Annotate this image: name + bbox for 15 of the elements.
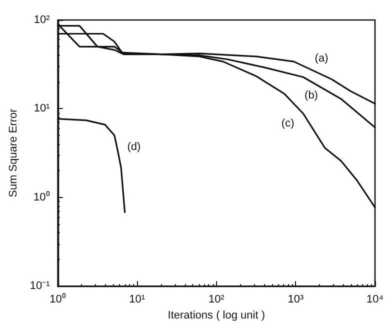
x-tick-label: 10⁴ — [366, 294, 384, 306]
x-tick-label: 10⁰ — [50, 292, 66, 306]
y-tick-label: 10² — [34, 14, 50, 26]
y-axis-title: Sum Square Error — [8, 108, 20, 198]
series-label: (c) — [281, 118, 294, 130]
y-tick-label: 10¹ — [34, 102, 50, 115]
y-tick-label: 10⁻¹ — [30, 280, 50, 292]
series-label: (a) — [314, 52, 328, 65]
series-label: (b) — [304, 90, 318, 102]
y-tick-label: 10⁰ — [34, 190, 50, 204]
x-tick-label: 10³ — [288, 294, 304, 306]
x-tick-label: 10² — [208, 294, 225, 306]
x-tick-label: 10¹ — [129, 294, 146, 306]
x-axis-title: Iterations ( log unit ) — [168, 310, 266, 322]
series-label: (d) — [127, 141, 141, 154]
